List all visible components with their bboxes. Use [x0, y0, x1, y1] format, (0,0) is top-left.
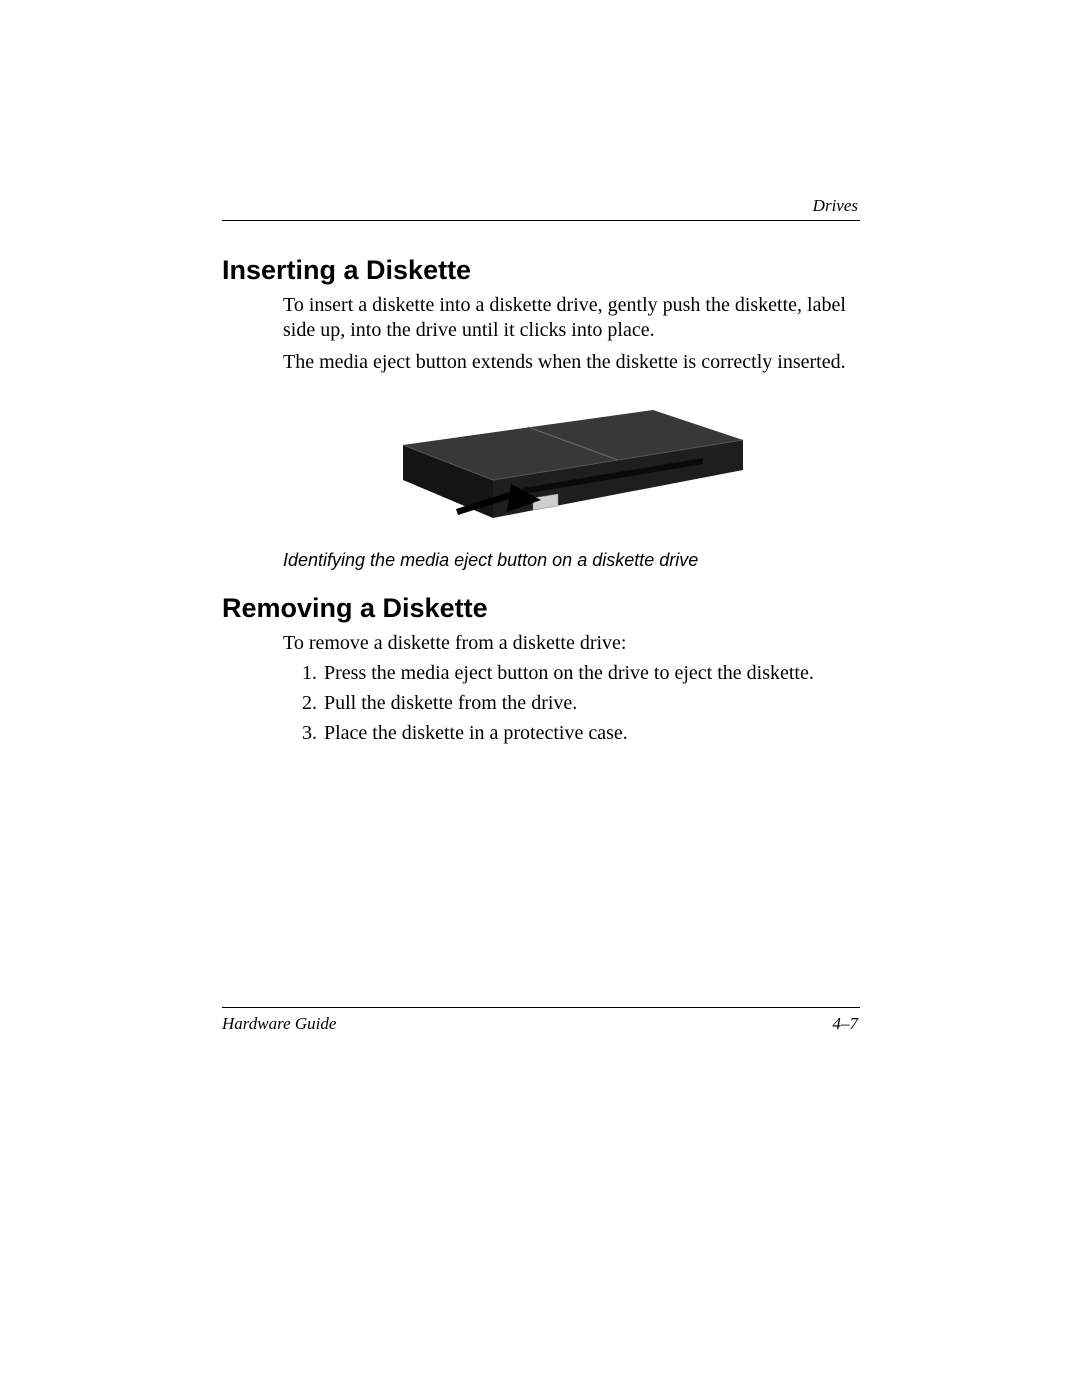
heading-removing-diskette: Removing a Diskette [222, 593, 488, 624]
heading-inserting-diskette: Inserting a Diskette [222, 255, 471, 286]
paragraph: To insert a diskette into a diskette dri… [283, 293, 859, 343]
footer-page-number: 4–7 [833, 1014, 859, 1034]
header-section-label: Drives [813, 196, 858, 216]
step-text: Pull the diskette from the drive. [324, 691, 577, 716]
header-rule [222, 220, 860, 221]
footer-rule [222, 1007, 860, 1008]
document-page: Drives Inserting a Diskette To insert a … [0, 0, 1080, 1397]
paragraph: To remove a diskette from a diskette dri… [283, 631, 859, 656]
paragraph: The media eject button extends when the … [283, 350, 859, 375]
list-item: 1.Press the media eject button on the dr… [302, 661, 859, 686]
step-text: Place the diskette in a protective case. [324, 721, 628, 746]
ordered-steps-list: 1.Press the media eject button on the dr… [302, 661, 859, 751]
diskette-drive-figure [283, 400, 859, 550]
figure-caption: Identifying the media eject button on a … [283, 550, 698, 571]
list-item: 3.Place the diskette in a protective cas… [302, 721, 859, 746]
step-text: Press the media eject button on the driv… [324, 661, 814, 686]
list-item: 2.Pull the diskette from the drive. [302, 691, 859, 716]
footer-guide-title: Hardware Guide [222, 1014, 336, 1034]
